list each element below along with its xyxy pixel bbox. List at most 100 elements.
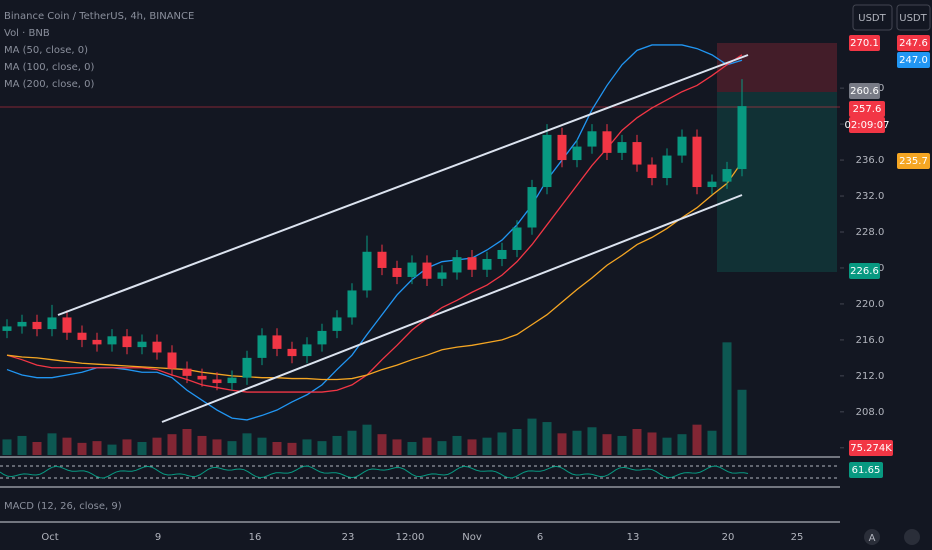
price-tag [897, 52, 930, 68]
volume-bar [542, 422, 552, 455]
currency-button[interactable] [852, 4, 893, 31]
price-tag-label: 257.6 [853, 104, 882, 115]
volume-bar [167, 434, 177, 455]
candle-body [272, 335, 282, 349]
volume-bar [692, 424, 702, 455]
volume-bar [32, 442, 42, 455]
ma-legend: MA (50, close, 0) [4, 45, 88, 56]
candle-body [602, 131, 612, 153]
candle-body [542, 134, 552, 188]
volume-bar [362, 424, 372, 455]
settings-button[interactable] [904, 529, 920, 545]
volume-bar [152, 437, 162, 455]
candle-body [47, 317, 57, 330]
volume-bar [392, 439, 402, 455]
candle-body [572, 146, 582, 161]
macd-legend: MACD (12, 26, close, 9) [4, 501, 122, 512]
candle-body [632, 142, 642, 165]
candle-body [92, 339, 102, 345]
price-tag [849, 101, 885, 117]
volume-bar [677, 434, 687, 455]
price-tag [849, 462, 883, 478]
volume-bar [497, 432, 507, 455]
price-tag-label: 226.6 [850, 266, 879, 277]
currency-button[interactable] [896, 4, 931, 31]
candle-body [527, 187, 537, 228]
price-tag [897, 35, 930, 51]
candle-body [377, 251, 387, 268]
volume-bar [62, 437, 72, 455]
candle-body [677, 136, 687, 156]
volume-bar [527, 418, 537, 455]
volume-bar [632, 429, 642, 455]
candle-body [62, 317, 72, 333]
volume-bar [512, 429, 522, 455]
price-tag-label: 270.1 [850, 38, 879, 49]
volume-bar [212, 439, 222, 455]
price-tag-label: 75.274K [850, 443, 892, 454]
target-zone [717, 92, 837, 272]
candle-body [152, 341, 162, 353]
price-tag-label: 235.7 [899, 156, 928, 167]
volume-bar [317, 441, 327, 455]
volume-bar [92, 441, 102, 455]
volume-bar [107, 444, 117, 455]
volume-bar [602, 434, 612, 455]
candle-body [512, 227, 522, 250]
candle-body [692, 136, 702, 188]
volume-bar [662, 437, 672, 455]
candle-body [137, 341, 147, 348]
candle-body [617, 142, 627, 153]
price-tag [849, 263, 880, 279]
candle-body [347, 290, 357, 318]
volume-bar [737, 389, 747, 455]
volume-bar [77, 442, 87, 455]
x-tick-label: 16 [249, 532, 262, 543]
price-tag-label: 247.0 [899, 55, 928, 66]
volume-bar [452, 435, 462, 455]
volume-bar [467, 439, 477, 455]
moving-average [6, 161, 743, 381]
volume-bar [122, 439, 132, 455]
candle-body [2, 326, 12, 331]
candle-body [587, 131, 597, 147]
price-tag-label: 260.6 [850, 86, 879, 97]
moving-average [6, 44, 743, 421]
candle-body [287, 348, 297, 357]
volume-bar [2, 439, 12, 455]
candle-body [317, 330, 327, 345]
price-tag [849, 117, 885, 133]
candle-body [332, 317, 342, 331]
plot [0, 44, 749, 479]
candle-body [302, 344, 312, 357]
x-tick-label: 23 [342, 532, 355, 543]
volume-bar [242, 433, 252, 455]
candle-body [722, 169, 732, 182]
candle-body [197, 375, 207, 380]
volume-bar [197, 435, 207, 455]
volume-bar [347, 430, 357, 455]
x-tick-label: Nov [462, 532, 482, 543]
y-tick-label: 220.0 [856, 299, 885, 310]
y-tick-label: 232.0 [856, 191, 885, 202]
price-tag [897, 153, 930, 169]
x-tick-label: 25 [791, 532, 804, 543]
candle-body [227, 377, 237, 384]
x-tick-label: Oct [41, 532, 58, 543]
x-tick-label: 20 [722, 532, 735, 543]
candle-body [452, 257, 462, 273]
candle-body [707, 181, 717, 188]
y-tick-label: 236.0 [856, 155, 885, 166]
x-tick-label: 9 [155, 532, 161, 543]
candle-body [362, 251, 372, 291]
x-tick-label: 12:00 [396, 532, 425, 543]
y-tick-label: 216.0 [856, 335, 885, 346]
volume-bar [617, 435, 627, 455]
ma-legend: MA (100, close, 0) [4, 62, 94, 73]
stop-zone [717, 43, 837, 92]
candle-body [182, 368, 192, 376]
auto-scale-button[interactable] [864, 529, 880, 545]
candle-body [242, 357, 252, 378]
candle-body [422, 262, 432, 279]
